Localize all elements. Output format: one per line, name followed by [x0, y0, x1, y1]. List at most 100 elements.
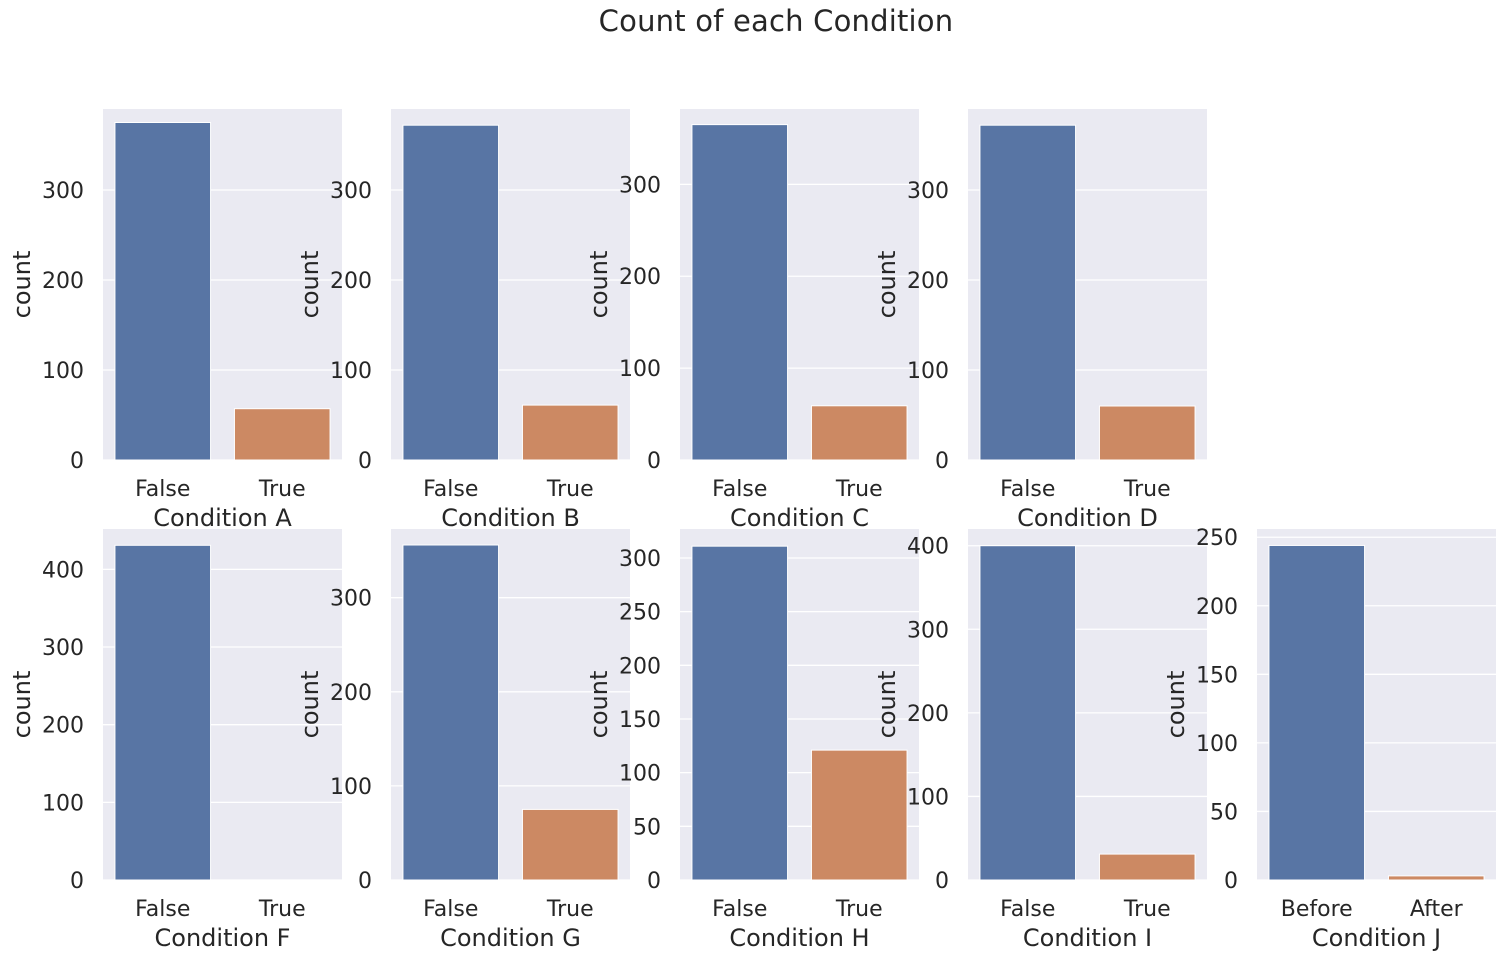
x-axis-label: Condition D	[1017, 504, 1158, 532]
y-tick-label: 300	[42, 179, 84, 204]
bar-false	[979, 545, 1077, 881]
y-tick-label: 300	[619, 173, 661, 198]
bar-true	[810, 405, 908, 461]
y-tick-label: 200	[42, 714, 84, 739]
bar-false	[979, 124, 1077, 461]
y-axis-label: count	[296, 671, 324, 739]
y-tick-label: 300	[907, 179, 949, 204]
bar-true	[233, 408, 331, 461]
y-tick-label: 200	[907, 702, 949, 727]
bar-false	[402, 124, 500, 461]
y-axis-label: count	[8, 671, 36, 739]
y-tick-label: 400	[907, 535, 949, 560]
y-tick-label: 0	[358, 449, 372, 474]
y-axis-label: count	[585, 671, 613, 739]
y-tick-label: 300	[330, 179, 372, 204]
bar-false	[114, 122, 212, 461]
x-tick-label: True	[835, 897, 883, 922]
y-tick-label: 100	[907, 359, 949, 384]
y-tick-label: 250	[619, 601, 661, 626]
bar-true	[1098, 853, 1196, 881]
x-tick-label: True	[1123, 477, 1171, 502]
x-axis-label: Condition G	[440, 924, 581, 952]
y-tick-label: 300	[619, 547, 661, 572]
bar-false	[114, 544, 212, 881]
y-tick-label: 100	[907, 785, 949, 810]
y-tick-label: 100	[42, 791, 84, 816]
x-axis-label: Condition H	[729, 924, 869, 952]
y-tick-label: 200	[1196, 595, 1238, 620]
y-axis-label: count	[585, 251, 613, 319]
x-tick-label: False	[712, 897, 767, 922]
y-axis-label: count	[873, 671, 901, 739]
x-tick-label: True	[546, 897, 594, 922]
y-tick-label: 0	[358, 869, 372, 894]
bar-true	[521, 404, 619, 461]
x-axis-label: Condition C	[730, 504, 869, 532]
x-tick-label: False	[1000, 897, 1055, 922]
y-tick-label: 100	[1196, 732, 1238, 757]
x-tick-label: False	[135, 477, 190, 502]
y-axis-label: count	[873, 251, 901, 319]
y-tick-label: 200	[42, 269, 84, 294]
x-tick-label: True	[835, 477, 883, 502]
y-tick-label: 200	[907, 269, 949, 294]
x-axis-label: Condition B	[441, 504, 580, 532]
y-tick-label: 150	[619, 708, 661, 733]
y-tick-label: 200	[330, 681, 372, 706]
y-tick-label: 0	[647, 449, 661, 474]
x-tick-label: True	[546, 477, 594, 502]
bar-false	[691, 124, 789, 461]
bar-false	[691, 545, 789, 881]
y-tick-label: 100	[42, 359, 84, 384]
y-axis-label: count	[1162, 671, 1190, 739]
bar-true	[1098, 405, 1196, 461]
x-tick-label: True	[1123, 897, 1171, 922]
y-tick-label: 100	[619, 762, 661, 787]
x-tick-label: False	[712, 477, 767, 502]
x-tick-label: False	[423, 897, 478, 922]
x-tick-label: False	[423, 477, 478, 502]
y-tick-label: 0	[935, 869, 949, 894]
y-tick-label: 150	[1196, 663, 1238, 688]
bar-before	[1268, 544, 1366, 881]
bar-true	[521, 808, 619, 881]
bar-false	[402, 544, 500, 881]
y-tick-label: 50	[633, 815, 661, 840]
y-tick-label: 50	[1210, 800, 1238, 825]
y-tick-label: 0	[1224, 869, 1238, 894]
x-axis-label: Condition F	[155, 924, 291, 952]
y-tick-label: 300	[330, 587, 372, 612]
x-tick-label: After	[1410, 897, 1464, 922]
y-tick-label: 0	[70, 869, 84, 894]
y-tick-label: 250	[1196, 526, 1238, 551]
x-tick-label: True	[258, 897, 306, 922]
bar-after	[1387, 875, 1485, 881]
y-tick-label: 200	[619, 265, 661, 290]
y-axis-label: count	[8, 251, 36, 319]
x-tick-label: Before	[1281, 897, 1353, 922]
y-tick-label: 0	[70, 449, 84, 474]
x-axis-label: Condition I	[1023, 924, 1152, 952]
y-tick-label: 200	[330, 269, 372, 294]
y-tick-label: 0	[647, 869, 661, 894]
x-axis-label: Condition A	[153, 504, 292, 532]
y-tick-label: 100	[330, 775, 372, 800]
y-tick-label: 100	[330, 359, 372, 384]
x-axis-label: Condition J	[1312, 924, 1441, 952]
figure-title: Count of each Condition	[598, 4, 954, 38]
y-tick-label: 300	[907, 618, 949, 643]
x-tick-label: False	[1000, 477, 1055, 502]
y-tick-label: 100	[619, 357, 661, 382]
y-tick-label: 0	[935, 449, 949, 474]
